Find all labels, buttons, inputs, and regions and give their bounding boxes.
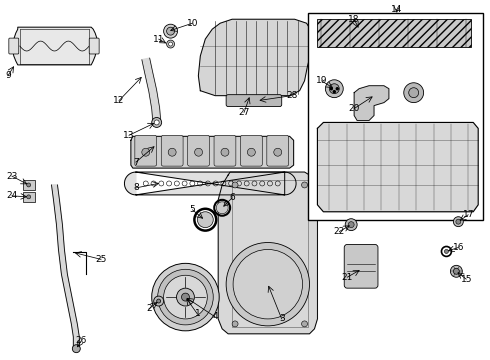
Text: 20: 20 (348, 104, 360, 113)
Circle shape (142, 148, 150, 156)
Text: 8: 8 (133, 184, 139, 193)
FancyBboxPatch shape (226, 95, 282, 107)
Circle shape (232, 321, 238, 327)
Circle shape (453, 268, 459, 274)
Circle shape (181, 293, 190, 301)
FancyBboxPatch shape (135, 135, 157, 166)
Circle shape (330, 88, 332, 90)
Text: 18: 18 (348, 15, 360, 24)
Circle shape (158, 269, 213, 325)
Text: 16: 16 (453, 243, 464, 252)
Circle shape (169, 42, 172, 46)
Circle shape (152, 117, 162, 127)
Circle shape (333, 91, 335, 93)
Text: 12: 12 (113, 96, 124, 105)
Circle shape (73, 345, 80, 353)
Circle shape (226, 243, 310, 326)
Circle shape (301, 182, 308, 188)
Circle shape (152, 264, 219, 331)
Text: 17: 17 (463, 210, 474, 219)
Polygon shape (12, 27, 97, 65)
Text: 5: 5 (190, 205, 196, 214)
Polygon shape (198, 19, 312, 96)
Circle shape (233, 249, 302, 319)
Circle shape (456, 219, 461, 224)
Text: 13: 13 (123, 131, 135, 140)
Circle shape (176, 288, 195, 306)
Circle shape (404, 83, 424, 103)
Circle shape (348, 222, 354, 228)
Circle shape (216, 202, 228, 214)
Circle shape (26, 195, 31, 199)
Text: 22: 22 (334, 227, 345, 236)
Circle shape (336, 88, 338, 90)
Text: 3: 3 (279, 314, 285, 323)
Circle shape (329, 84, 339, 94)
Bar (308, 13, 483, 220)
Text: 6: 6 (229, 193, 235, 202)
Polygon shape (218, 172, 318, 334)
Polygon shape (318, 122, 478, 212)
Circle shape (164, 24, 177, 38)
Circle shape (444, 249, 448, 253)
Circle shape (345, 219, 357, 231)
Text: 2: 2 (146, 305, 151, 314)
Text: 11: 11 (153, 35, 165, 44)
Circle shape (325, 80, 343, 98)
FancyBboxPatch shape (188, 135, 210, 166)
Circle shape (450, 265, 462, 277)
Circle shape (197, 212, 213, 228)
Circle shape (167, 40, 174, 48)
FancyBboxPatch shape (344, 244, 378, 288)
Text: 27: 27 (238, 108, 250, 117)
Polygon shape (124, 172, 296, 195)
Circle shape (301, 321, 308, 327)
Circle shape (167, 27, 174, 35)
Polygon shape (51, 185, 79, 349)
FancyBboxPatch shape (23, 180, 35, 190)
Polygon shape (354, 86, 389, 121)
Circle shape (274, 148, 282, 156)
FancyBboxPatch shape (23, 192, 35, 202)
Text: 25: 25 (96, 255, 107, 264)
Circle shape (26, 183, 31, 187)
Circle shape (168, 148, 176, 156)
FancyBboxPatch shape (9, 38, 19, 54)
FancyBboxPatch shape (214, 135, 236, 166)
Circle shape (247, 148, 255, 156)
FancyBboxPatch shape (89, 38, 99, 54)
Polygon shape (142, 58, 161, 121)
Text: 23: 23 (6, 171, 18, 180)
Text: 1: 1 (195, 310, 200, 319)
Text: 9: 9 (5, 71, 11, 80)
Circle shape (232, 182, 238, 188)
Text: 7: 7 (133, 158, 139, 167)
FancyBboxPatch shape (318, 19, 471, 47)
Text: 14: 14 (391, 5, 402, 14)
Text: 4: 4 (213, 312, 218, 321)
Circle shape (221, 148, 229, 156)
Circle shape (157, 299, 161, 303)
Circle shape (154, 120, 159, 125)
Text: 24: 24 (6, 192, 18, 201)
Polygon shape (131, 136, 294, 168)
Circle shape (409, 88, 418, 98)
FancyBboxPatch shape (161, 135, 183, 166)
Circle shape (154, 296, 164, 306)
Text: 26: 26 (75, 336, 87, 345)
Circle shape (195, 148, 202, 156)
FancyBboxPatch shape (241, 135, 262, 166)
Text: 10: 10 (187, 19, 198, 28)
Circle shape (453, 217, 464, 227)
Text: 21: 21 (342, 273, 353, 282)
FancyBboxPatch shape (267, 135, 289, 166)
Text: 19: 19 (316, 76, 327, 85)
Text: 28: 28 (286, 91, 297, 100)
Text: 15: 15 (461, 275, 472, 284)
Circle shape (164, 275, 207, 319)
